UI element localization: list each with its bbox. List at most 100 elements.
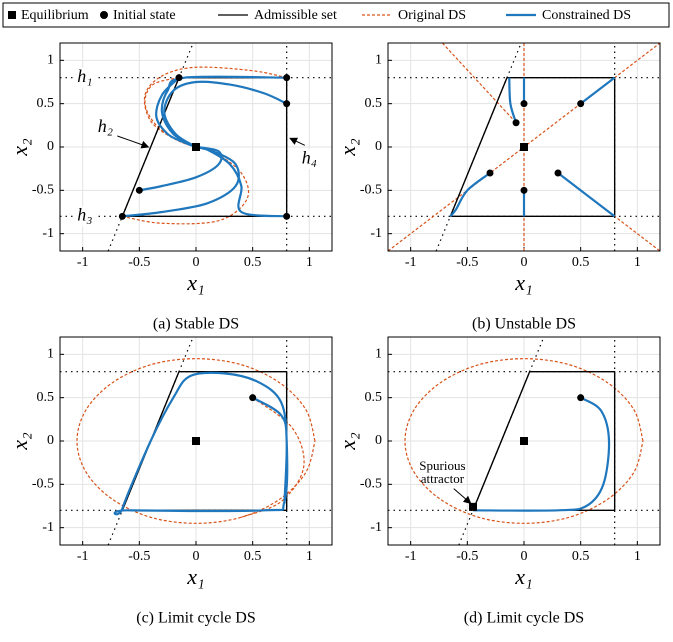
x-tick-label: -1 (405, 549, 417, 564)
original-ds (76, 358, 316, 524)
initial-state (249, 394, 257, 402)
x-axis-label: x₁ (514, 270, 532, 295)
annotation: h₄ (302, 147, 317, 167)
x-axis-label: x₁ (186, 564, 204, 589)
initial-state (577, 100, 585, 108)
y-tick-label: 1 (375, 347, 382, 362)
x-tick-label: 1 (634, 549, 641, 564)
y-tick-label: 0.5 (37, 96, 55, 111)
admissible-set (449, 76, 616, 218)
y-tick-label: -0.5 (32, 183, 54, 198)
y-axis-label: x₂ (7, 138, 32, 157)
x-tick-label: -0.5 (128, 549, 150, 564)
initial-state (554, 169, 562, 177)
y-tick-label: 0 (47, 433, 54, 448)
constrained-ds (139, 145, 223, 192)
annotation: h₃ (77, 204, 92, 224)
equilibrium (469, 502, 477, 511)
x-tick-label: 0.5 (572, 549, 590, 564)
annotation: attractor (421, 471, 465, 486)
annotation-bg (74, 67, 97, 88)
caption: (c) Limit cycle DS (136, 610, 256, 627)
x-tick-label: 0.5 (572, 255, 590, 270)
plot-content (60, 337, 332, 545)
annotation-bg (299, 149, 322, 170)
equilibrium (520, 437, 528, 445)
plot-frame (387, 336, 661, 546)
y-tick-label: -1 (370, 520, 382, 535)
y-tick-label: 0 (375, 433, 382, 448)
y-tick-label: -0.5 (360, 477, 382, 492)
legend-box (2, 2, 670, 28)
y-axis-label: x₂ (335, 138, 360, 157)
x-tick-label: -0.5 (456, 255, 478, 270)
x-axis-label: x₁ (186, 270, 204, 295)
y-tick-label: -0.5 (32, 477, 54, 492)
legend-label: Original DS (398, 8, 466, 23)
initial-state (135, 186, 143, 194)
annotation: Spurious (419, 458, 465, 473)
constrained-ds (579, 76, 616, 105)
initial-state (283, 100, 291, 108)
x-tick-label: -1 (77, 549, 89, 564)
x-tick-label: 0 (521, 549, 528, 564)
plot-content (388, 43, 660, 251)
initial-state (512, 119, 520, 127)
constrained-ds (163, 80, 288, 148)
constrained-ds (160, 75, 287, 148)
y-tick-label: 0 (375, 139, 382, 154)
annotation-bg (74, 206, 97, 227)
x-tick-label: 0.5 (244, 549, 262, 564)
x-tick-label: -0.5 (128, 255, 150, 270)
legend-label: Equilibrium (21, 8, 89, 23)
x-tick-label: -1 (77, 255, 89, 270)
annotation-arrow (289, 137, 306, 146)
y-tick-label: -0.5 (360, 183, 382, 198)
legend-label: Initial state (113, 8, 176, 23)
equilibrium (520, 143, 528, 151)
initial-state (175, 74, 183, 82)
constrained-ds (113, 371, 289, 516)
caption: (a) Stable DS (153, 316, 239, 333)
initial-state (577, 394, 585, 402)
constrained-ds (122, 145, 240, 218)
y-tick-label: 0.5 (365, 96, 383, 111)
constrained-ds (508, 77, 518, 124)
legend-marker (8, 11, 16, 19)
original-ds (441, 43, 517, 124)
x-tick-label: 0 (193, 549, 200, 564)
x-tick-label: 0 (193, 255, 200, 270)
y-tick-label: 1 (375, 53, 382, 68)
legend-label: Constrained DS (542, 8, 631, 23)
plot-frame (59, 42, 333, 252)
x-tick-label: 0.5 (244, 255, 262, 270)
annotation: h₁ (77, 66, 92, 86)
y-axis-label: x₂ (7, 432, 32, 451)
caption: (d) Limit cycle DS (464, 610, 584, 627)
y-tick-label: 0 (47, 139, 54, 154)
constrained-ds (449, 172, 491, 218)
y-tick-label: 0.5 (365, 390, 383, 405)
y-axis-label: x₂ (335, 432, 360, 451)
original-ds (404, 358, 644, 524)
x-tick-label: 1 (306, 549, 313, 564)
annotation-bg (95, 117, 118, 138)
plot-content (60, 43, 332, 251)
legend-marker (100, 11, 108, 19)
equilibrium (192, 143, 200, 151)
x-axis-label: x₁ (514, 564, 532, 589)
annotation-arrow (116, 135, 150, 149)
equilibrium (192, 437, 200, 445)
constrained-ds (195, 145, 287, 218)
x-tick-label: 0 (521, 255, 528, 270)
x-tick-label: -0.5 (456, 549, 478, 564)
x-tick-label: 1 (306, 255, 313, 270)
initial-state (118, 212, 126, 220)
constrained-ds (557, 172, 616, 218)
constrained-ds (472, 396, 611, 512)
plot-frame (59, 336, 333, 546)
y-tick-label: -1 (42, 520, 54, 535)
y-tick-label: 1 (47, 347, 54, 362)
initial-state (520, 100, 528, 108)
